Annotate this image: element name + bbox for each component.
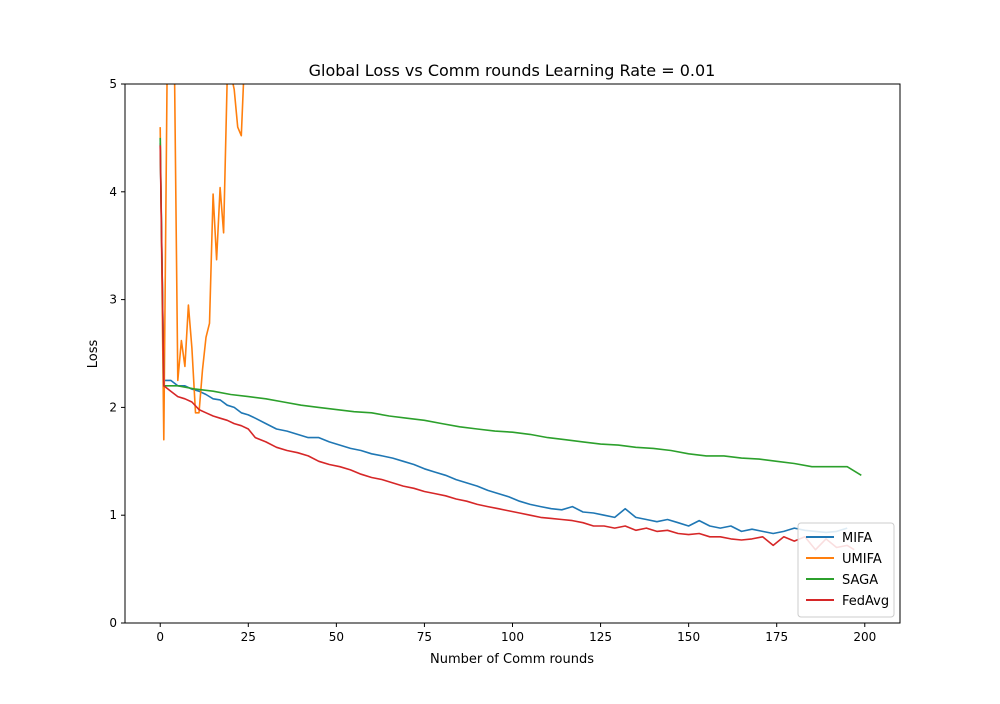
x-tick-label: 175: [765, 630, 788, 644]
y-axis-label: Loss: [86, 340, 101, 369]
series-line-mifa: [159, 143, 848, 535]
y-tick-label: 3: [109, 293, 117, 307]
legend: MIFA UMIFA SAGA FedAvg: [797, 522, 895, 618]
y-axis: 0 1 2 3 4 5: [109, 77, 125, 630]
legend-box: [797, 522, 895, 618]
legend-label: MIFA: [842, 531, 872, 546]
y-tick-label: 0: [109, 616, 117, 630]
y-tick-label: 2: [109, 400, 117, 414]
chart-title: Global Loss vs Comm rounds Learning Rate…: [309, 61, 716, 80]
x-tick-label: 125: [589, 630, 612, 644]
x-tick-label: 200: [853, 630, 876, 644]
y-tick-label: 5: [109, 77, 117, 91]
series-line-umifa: [159, 84, 245, 441]
x-tick-label: 50: [329, 630, 344, 644]
x-tick-label: 0: [156, 630, 164, 644]
series-layer: [159, 84, 862, 551]
legend-label: FedAvg: [842, 594, 889, 609]
legend-label: UMIFA: [842, 552, 882, 567]
x-axis-label: Number of Comm rounds: [430, 652, 594, 667]
y-tick-label: 1: [109, 508, 117, 522]
legend-label: SAGA: [842, 573, 878, 588]
x-tick-label: 100: [501, 630, 524, 644]
series-line-saga: [159, 137, 862, 476]
series-line-fedavg: [159, 145, 855, 551]
x-axis: 0 25 50 75 100 125 150 175 200: [156, 623, 876, 644]
x-tick-label: 150: [677, 630, 700, 644]
x-tick-label: 25: [241, 630, 256, 644]
x-tick-label: 75: [417, 630, 432, 644]
y-tick-label: 4: [109, 185, 117, 199]
